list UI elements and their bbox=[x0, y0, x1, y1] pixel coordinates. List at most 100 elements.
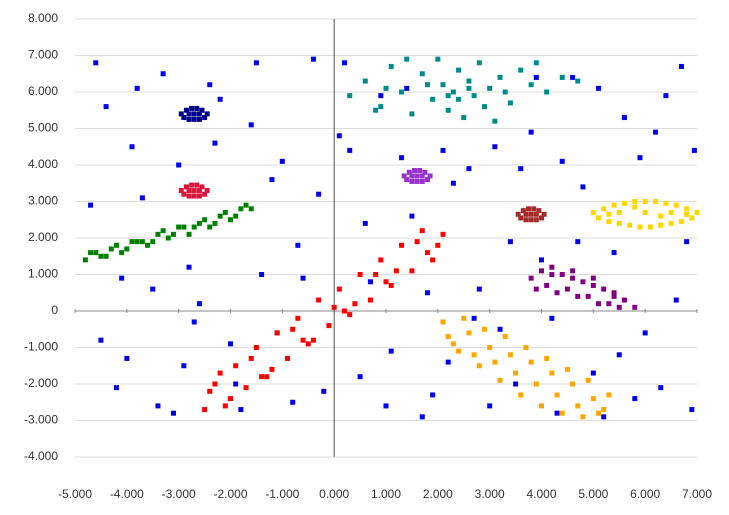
point bbox=[466, 78, 472, 84]
point bbox=[290, 399, 296, 405]
point bbox=[347, 147, 353, 153]
point bbox=[445, 93, 451, 99]
point bbox=[336, 286, 342, 292]
point bbox=[570, 74, 576, 80]
point bbox=[134, 85, 140, 91]
x-tick-label: 0.000 bbox=[319, 487, 349, 501]
point bbox=[191, 111, 197, 117]
point bbox=[515, 211, 521, 217]
point bbox=[399, 242, 405, 248]
point bbox=[204, 188, 210, 194]
point bbox=[336, 133, 342, 139]
point bbox=[616, 304, 622, 310]
point bbox=[264, 374, 270, 380]
point bbox=[176, 162, 182, 168]
point bbox=[124, 246, 130, 252]
point bbox=[165, 235, 171, 241]
point bbox=[492, 118, 498, 124]
point bbox=[194, 105, 200, 111]
point bbox=[637, 224, 643, 230]
point bbox=[523, 211, 529, 217]
point bbox=[570, 275, 576, 281]
point bbox=[139, 239, 145, 245]
point bbox=[539, 215, 544, 221]
point bbox=[564, 366, 570, 372]
point bbox=[684, 211, 690, 217]
point bbox=[186, 231, 192, 237]
point bbox=[326, 323, 332, 329]
point bbox=[238, 407, 244, 413]
point bbox=[331, 304, 337, 310]
point bbox=[300, 275, 306, 281]
point bbox=[98, 253, 104, 259]
point bbox=[228, 217, 233, 223]
point bbox=[424, 177, 430, 183]
point bbox=[642, 199, 648, 204]
point bbox=[181, 115, 187, 121]
point bbox=[186, 188, 192, 194]
point bbox=[606, 301, 612, 307]
point bbox=[373, 107, 379, 113]
point bbox=[113, 242, 119, 248]
point bbox=[233, 381, 239, 387]
point bbox=[212, 381, 218, 387]
point bbox=[590, 209, 596, 215]
point bbox=[290, 326, 296, 332]
point bbox=[412, 167, 418, 173]
point bbox=[383, 279, 389, 285]
point bbox=[570, 381, 576, 387]
point bbox=[601, 414, 607, 420]
point bbox=[155, 403, 161, 409]
point bbox=[170, 410, 176, 416]
y-tick-label: 5.000 bbox=[28, 121, 58, 135]
point bbox=[487, 85, 493, 91]
point bbox=[388, 348, 394, 354]
point bbox=[409, 173, 415, 179]
point bbox=[196, 116, 202, 122]
point bbox=[559, 410, 565, 416]
point bbox=[487, 345, 493, 350]
point bbox=[419, 71, 425, 77]
point bbox=[134, 239, 140, 245]
point bbox=[653, 199, 659, 204]
point bbox=[189, 105, 195, 111]
point bbox=[119, 275, 125, 281]
point bbox=[575, 239, 581, 245]
point bbox=[466, 166, 472, 172]
point bbox=[585, 293, 591, 299]
point bbox=[233, 213, 239, 219]
point bbox=[481, 104, 487, 110]
point bbox=[627, 222, 633, 228]
point bbox=[528, 129, 534, 135]
point bbox=[513, 381, 519, 387]
point bbox=[471, 93, 477, 99]
y-tick-label: 6.000 bbox=[28, 84, 58, 98]
point bbox=[399, 89, 405, 95]
point bbox=[502, 89, 508, 95]
x-tick-label: 5.000 bbox=[578, 487, 608, 501]
point bbox=[456, 96, 462, 102]
point bbox=[549, 272, 555, 277]
point bbox=[367, 297, 373, 303]
point bbox=[533, 217, 539, 223]
point bbox=[554, 392, 560, 398]
point bbox=[689, 407, 695, 413]
point bbox=[476, 363, 482, 369]
x-tick-label: -4.000 bbox=[110, 487, 144, 501]
point bbox=[404, 56, 410, 62]
point bbox=[632, 304, 638, 310]
point bbox=[93, 60, 99, 66]
point bbox=[186, 193, 192, 199]
point bbox=[523, 217, 529, 223]
point bbox=[367, 279, 373, 285]
point bbox=[575, 293, 581, 299]
point bbox=[424, 290, 430, 296]
point bbox=[295, 242, 301, 248]
point bbox=[533, 381, 539, 387]
y-tick-label: 3.000 bbox=[28, 194, 58, 208]
point bbox=[279, 158, 285, 164]
x-tick-label: 6.000 bbox=[630, 487, 660, 501]
point bbox=[497, 326, 503, 332]
point bbox=[88, 250, 94, 256]
point bbox=[305, 341, 311, 347]
